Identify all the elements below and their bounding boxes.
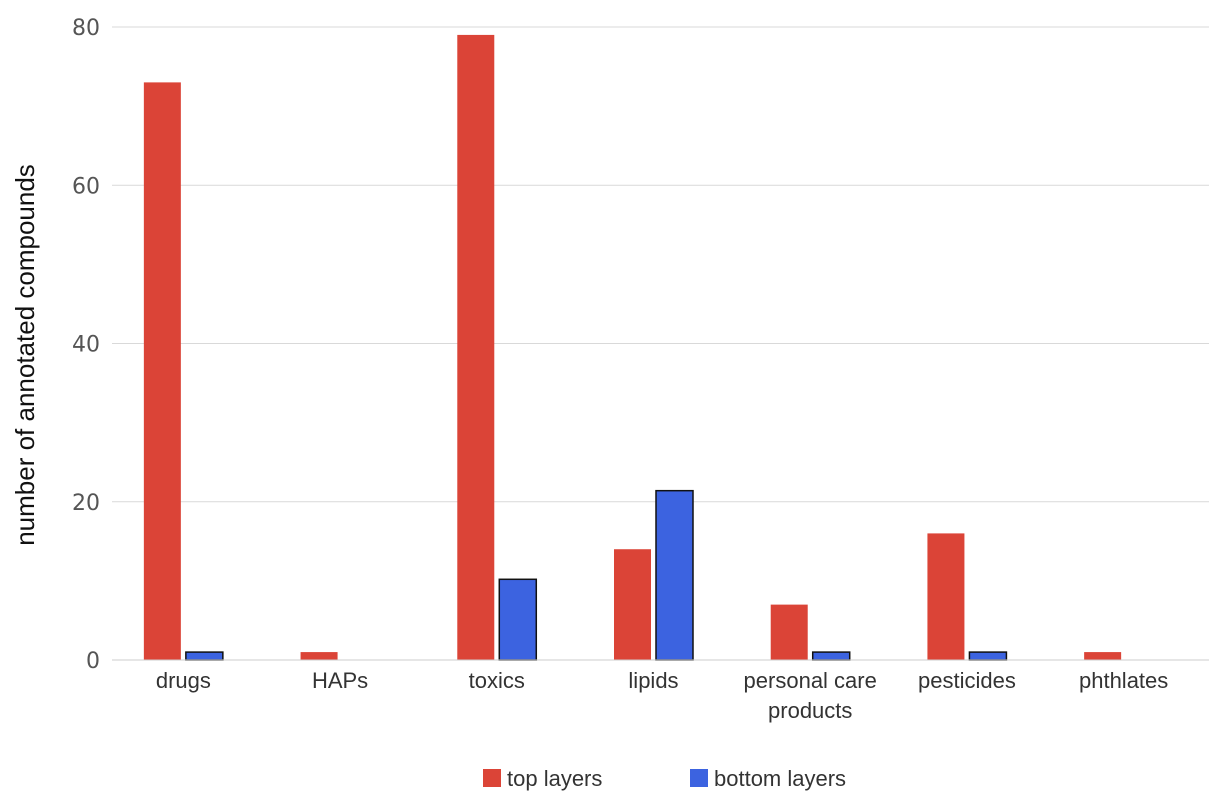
bar-top-layers-drugs bbox=[143, 82, 181, 660]
bar-bottom-layers-personal-care-products bbox=[811, 651, 851, 661]
legend-label: bottom layers bbox=[714, 766, 846, 791]
y-tick-label: 80 bbox=[72, 16, 100, 41]
bar-bottom-layers-drugs bbox=[185, 651, 224, 661]
legend: top layers bottom layers bbox=[483, 766, 846, 791]
x-tick-label: products bbox=[768, 698, 852, 723]
y-tick-label: 40 bbox=[72, 333, 100, 358]
x-tick-label: toxics bbox=[469, 668, 525, 693]
bar-bottom-layers-pesticides bbox=[968, 651, 1008, 661]
bar-top-layers-pesticides bbox=[927, 533, 965, 660]
x-tick-label: drugs bbox=[156, 668, 211, 693]
x-axis-labels: drugs HAPs toxics lipids personal care produc… bbox=[156, 668, 1168, 723]
y-tick-label: 20 bbox=[72, 491, 100, 516]
bar-top-layers-haps bbox=[300, 652, 338, 660]
x-tick-label: phthlates bbox=[1079, 668, 1168, 693]
x-tick-label: pesticides bbox=[918, 668, 1016, 693]
x-tick-label: HAPs bbox=[312, 668, 368, 693]
y-tick-label: 0 bbox=[86, 649, 100, 674]
y-tick-label: 60 bbox=[72, 174, 100, 199]
legend-label: top layers bbox=[507, 766, 602, 791]
bar-top-layers-personal-care-products bbox=[770, 604, 808, 660]
bar-top-layers-phthlates bbox=[1084, 652, 1122, 660]
legend-swatch bbox=[483, 769, 501, 787]
bar-bottom-layers-lipids bbox=[655, 489, 694, 661]
bar-top-layers-lipids bbox=[614, 549, 651, 660]
bar-top-layers-toxics bbox=[457, 34, 495, 661]
gridlines bbox=[112, 26, 1209, 503]
x-tick-label: lipids bbox=[628, 668, 678, 693]
bars bbox=[143, 34, 1122, 661]
y-axis-ticks: 0 20 40 60 80 bbox=[72, 16, 100, 674]
bar-bottom-layers-toxics bbox=[498, 578, 538, 661]
legend-swatch bbox=[690, 769, 708, 787]
y-axis-label: number of annotated compounds bbox=[10, 164, 40, 546]
x-tick-label: personal care bbox=[744, 668, 877, 693]
